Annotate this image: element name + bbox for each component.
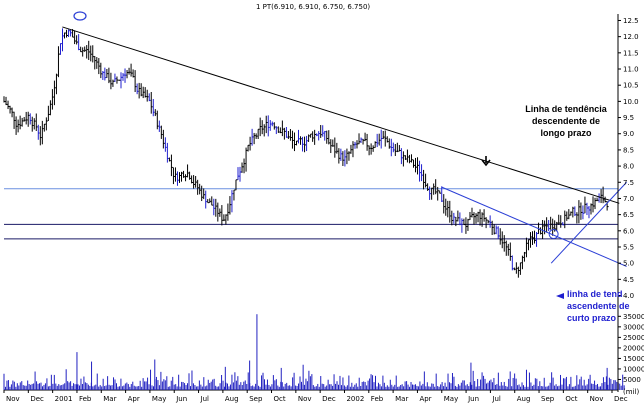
x-tick-label: Jun bbox=[175, 395, 187, 403]
price-y-tick-label: 12.5 bbox=[623, 17, 639, 25]
price-y-tick-label: 11.5 bbox=[623, 49, 639, 57]
x-tick-label: Dec bbox=[30, 395, 44, 403]
x-tick-label: Mar bbox=[395, 395, 408, 403]
x-tick-label: Nov bbox=[6, 395, 20, 403]
price-y-tick-label: 9.5 bbox=[623, 114, 634, 122]
trendline bbox=[550, 181, 627, 264]
x-tick-label: Jul bbox=[491, 395, 501, 403]
volume-y-tick-label: 10000 bbox=[623, 365, 644, 373]
price-y-tick-label: 8.5 bbox=[623, 146, 634, 154]
price-y-tick-label: 5.0 bbox=[623, 260, 634, 268]
crossing-marker-icon bbox=[548, 229, 559, 240]
x-tick-label: Feb bbox=[371, 395, 384, 403]
bull-logo-icon bbox=[73, 11, 87, 21]
x-tick-label: 2002 bbox=[346, 395, 364, 403]
x-tick-label: Sep bbox=[541, 395, 555, 403]
price-y-tick-label: 10.0 bbox=[623, 98, 639, 106]
price-y-tick-label: 12.0 bbox=[623, 33, 639, 41]
x-tick-label: Feb bbox=[79, 395, 92, 403]
volume-y-tick-label: 35000 bbox=[623, 313, 644, 321]
annotation-long-term-line: longo prazo bbox=[541, 128, 592, 138]
x-tick-label: May bbox=[152, 395, 166, 403]
price-y-tick-label: 6.5 bbox=[623, 211, 634, 219]
price-y-tick-label: 5.5 bbox=[623, 243, 634, 251]
price-y-tick-label: 4.5 bbox=[623, 276, 634, 284]
annotation-long-term-line: Linha de tendência bbox=[525, 104, 608, 114]
volume-y-tick-label: 25000 bbox=[623, 334, 644, 342]
arrow-down-icon bbox=[481, 156, 491, 167]
annotation-short-term-line: linha de tend bbox=[567, 289, 623, 299]
x-tick-label: Aug bbox=[517, 395, 531, 403]
volume-y-tick-label: 15000 bbox=[623, 355, 644, 363]
x-tick-label: Mar bbox=[103, 395, 116, 403]
x-tick-label: Sep bbox=[249, 395, 263, 403]
volume-unit-label: (mil) bbox=[623, 388, 639, 396]
x-tick-label: Aug bbox=[225, 395, 239, 403]
annotation-long-term-line: descendente de bbox=[532, 116, 600, 126]
price-y-tick-label: 4.0 bbox=[623, 292, 634, 300]
arrow-left-icon bbox=[556, 293, 564, 299]
x-tick-label: Jun bbox=[467, 395, 479, 403]
x-tick-label: Nov bbox=[590, 395, 604, 403]
trendline bbox=[62, 26, 620, 204]
x-tick-label: Dec bbox=[322, 395, 336, 403]
x-tick-label: Apr bbox=[128, 395, 140, 403]
x-tick-label: Jul bbox=[200, 395, 210, 403]
price-y-tick-label: 7.5 bbox=[623, 179, 634, 187]
annotation-short-term-line: ascendente de bbox=[567, 301, 630, 311]
x-tick-label: Apr bbox=[419, 395, 431, 403]
annotations: Linha de tendência descendente de longo pr… bbox=[73, 11, 630, 323]
x-tick-label: May bbox=[444, 395, 458, 403]
price-panel bbox=[3, 26, 627, 278]
x-tick-label: Dec bbox=[614, 395, 628, 403]
price-y-tick-label: 9.0 bbox=[623, 130, 634, 138]
volume-panel bbox=[3, 314, 625, 391]
quote-header: 1 PT(6.910, 6.910, 6.750, 6.750) bbox=[256, 3, 370, 11]
x-tick-label: Oct bbox=[274, 395, 286, 403]
axes: 4.0 4.5 5.0 5.5 6.0 6.5 7.0 7.5 8.0 8.5 9.0 9.5 10.0… bbox=[3, 14, 644, 403]
price-y-tick-label: 6.0 bbox=[623, 227, 634, 235]
trendline bbox=[441, 186, 627, 267]
volume-y-tick-label: 20000 bbox=[623, 344, 644, 352]
volume-y-tick-label: 5000 bbox=[623, 376, 641, 384]
price-y-tick-label: 11.0 bbox=[623, 66, 639, 74]
x-tick-label: 2001 bbox=[55, 395, 73, 403]
price-y-tick-label: 10.5 bbox=[623, 82, 639, 90]
x-tick-label: Oct bbox=[565, 395, 577, 403]
x-tick-label: Nov bbox=[298, 395, 312, 403]
volume-y-tick-label: 30000 bbox=[623, 323, 644, 331]
price-y-tick-label: 7.0 bbox=[623, 195, 634, 203]
annotation-short-term-line: curto prazo bbox=[567, 313, 617, 323]
price-y-tick-label: 8.0 bbox=[623, 163, 634, 171]
